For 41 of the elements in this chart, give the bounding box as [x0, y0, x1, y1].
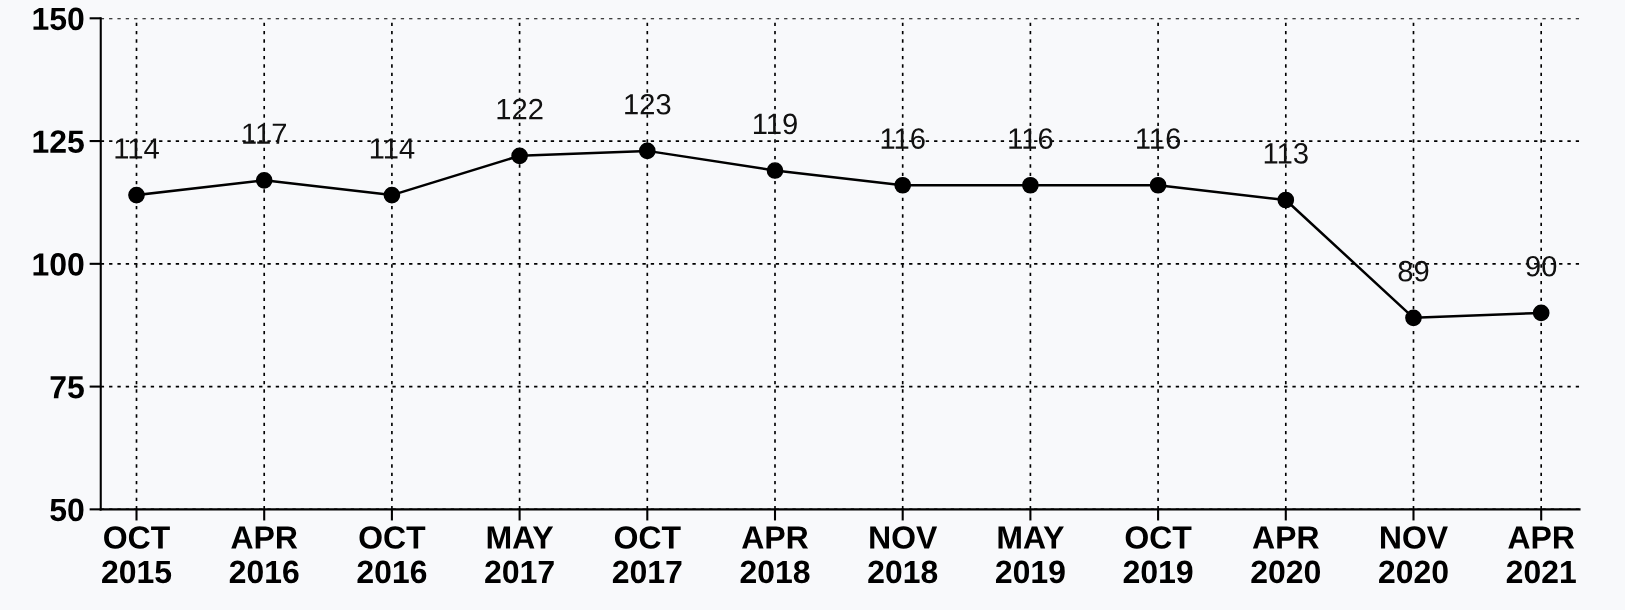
y-tick-label: 50	[50, 498, 84, 522]
point	[128, 186, 145, 204]
y-tick-label: 150	[33, 7, 84, 31]
data-label: 116	[881, 128, 925, 149]
data-label: 117	[243, 123, 286, 144]
x-tick-label: OCT 2017	[612, 526, 682, 584]
data-label: 89	[1398, 260, 1429, 282]
x-tick-label: NOV 2018	[868, 526, 938, 584]
x-tick-label: APR 2018	[740, 526, 810, 584]
y-tick-label: 100	[33, 253, 84, 276]
point	[1149, 176, 1167, 194]
x-tick-label: OCT 2016	[357, 526, 427, 584]
data-label: 116	[1137, 128, 1181, 149]
point	[255, 172, 273, 189]
data-label: 113	[1264, 143, 1308, 164]
data-label: 90	[1526, 255, 1557, 277]
data-label: 123	[625, 93, 671, 115]
x-tick-label: OCT 2015	[102, 526, 172, 584]
data-label: 114	[115, 138, 159, 159]
x-tick-label: APR 2021	[1506, 526, 1576, 584]
x-tick-label: OCT 2019	[1123, 526, 1193, 584]
x-tick-label: NOV 2020	[1379, 526, 1448, 584]
data-label: 119	[753, 113, 797, 135]
x-tick-label: APR 2016	[229, 526, 299, 584]
point	[1022, 176, 1039, 194]
data-label: 114	[370, 138, 415, 159]
x-tick-label: APR 2020	[1251, 526, 1321, 584]
point	[894, 176, 912, 194]
point	[766, 162, 784, 179]
point	[1532, 304, 1550, 322]
y-tick-label: 75	[50, 376, 84, 399]
point	[638, 142, 656, 160]
data-label: 116	[1009, 128, 1053, 149]
point	[383, 186, 401, 204]
point	[1277, 191, 1295, 209]
y-tick-label: 125	[33, 130, 84, 153]
x-tick-label: MAY 2019	[995, 526, 1065, 584]
x-tick-label: MAY 2017	[485, 526, 554, 584]
point	[511, 147, 528, 165]
data-label: 122	[497, 98, 543, 120]
point	[1405, 309, 1422, 327]
